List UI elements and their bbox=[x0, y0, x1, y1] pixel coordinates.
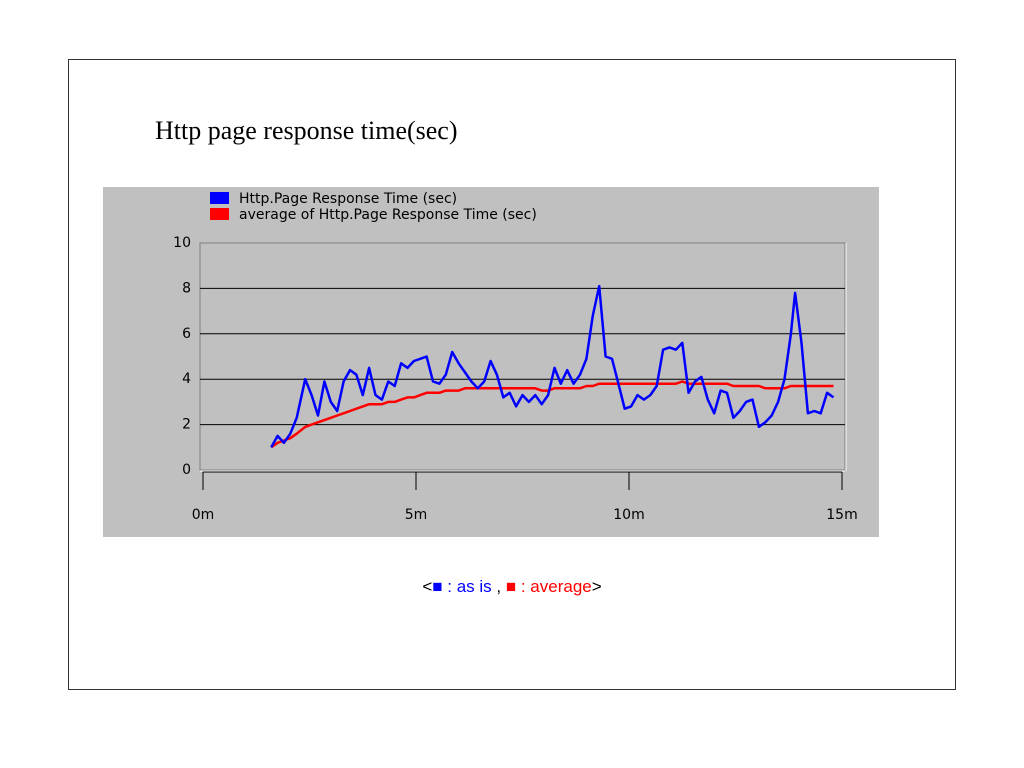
slide-frame bbox=[68, 59, 956, 690]
series-line bbox=[270, 380, 834, 449]
x-tick-label: 10m bbox=[613, 507, 644, 523]
y-tick-label: 6 bbox=[182, 326, 191, 342]
legend-label: Http.Page Response Time (sec) bbox=[239, 191, 457, 207]
caption-part: : as is bbox=[442, 577, 497, 596]
series-line bbox=[270, 284, 835, 448]
y-tick-label: 10 bbox=[173, 235, 191, 251]
legend-swatch bbox=[210, 208, 229, 220]
caption-part: ■ bbox=[501, 577, 517, 596]
y-tick-label: 0 bbox=[182, 462, 191, 478]
y-tick-label: 4 bbox=[182, 371, 191, 387]
caption-part: , bbox=[496, 577, 502, 596]
x-tick-label: 15m bbox=[826, 507, 857, 523]
x-tick-label: 5m bbox=[405, 507, 428, 523]
caption-part: ■ bbox=[432, 577, 443, 596]
caption: <■ : as is , ■ : average> bbox=[0, 577, 1024, 597]
caption-part: < bbox=[422, 577, 433, 596]
chart-title: Http page response time(sec) bbox=[155, 116, 458, 145]
plot-area bbox=[199, 242, 846, 471]
caption-part: > bbox=[591, 577, 602, 596]
legend-swatch bbox=[210, 192, 229, 204]
x-tick-label: 0m bbox=[192, 507, 215, 523]
y-tick-label: 8 bbox=[182, 280, 191, 296]
legend-label: average of Http.Page Response Time (sec) bbox=[239, 207, 537, 223]
caption-part: : average bbox=[516, 577, 592, 596]
y-tick-label: 2 bbox=[182, 417, 191, 433]
